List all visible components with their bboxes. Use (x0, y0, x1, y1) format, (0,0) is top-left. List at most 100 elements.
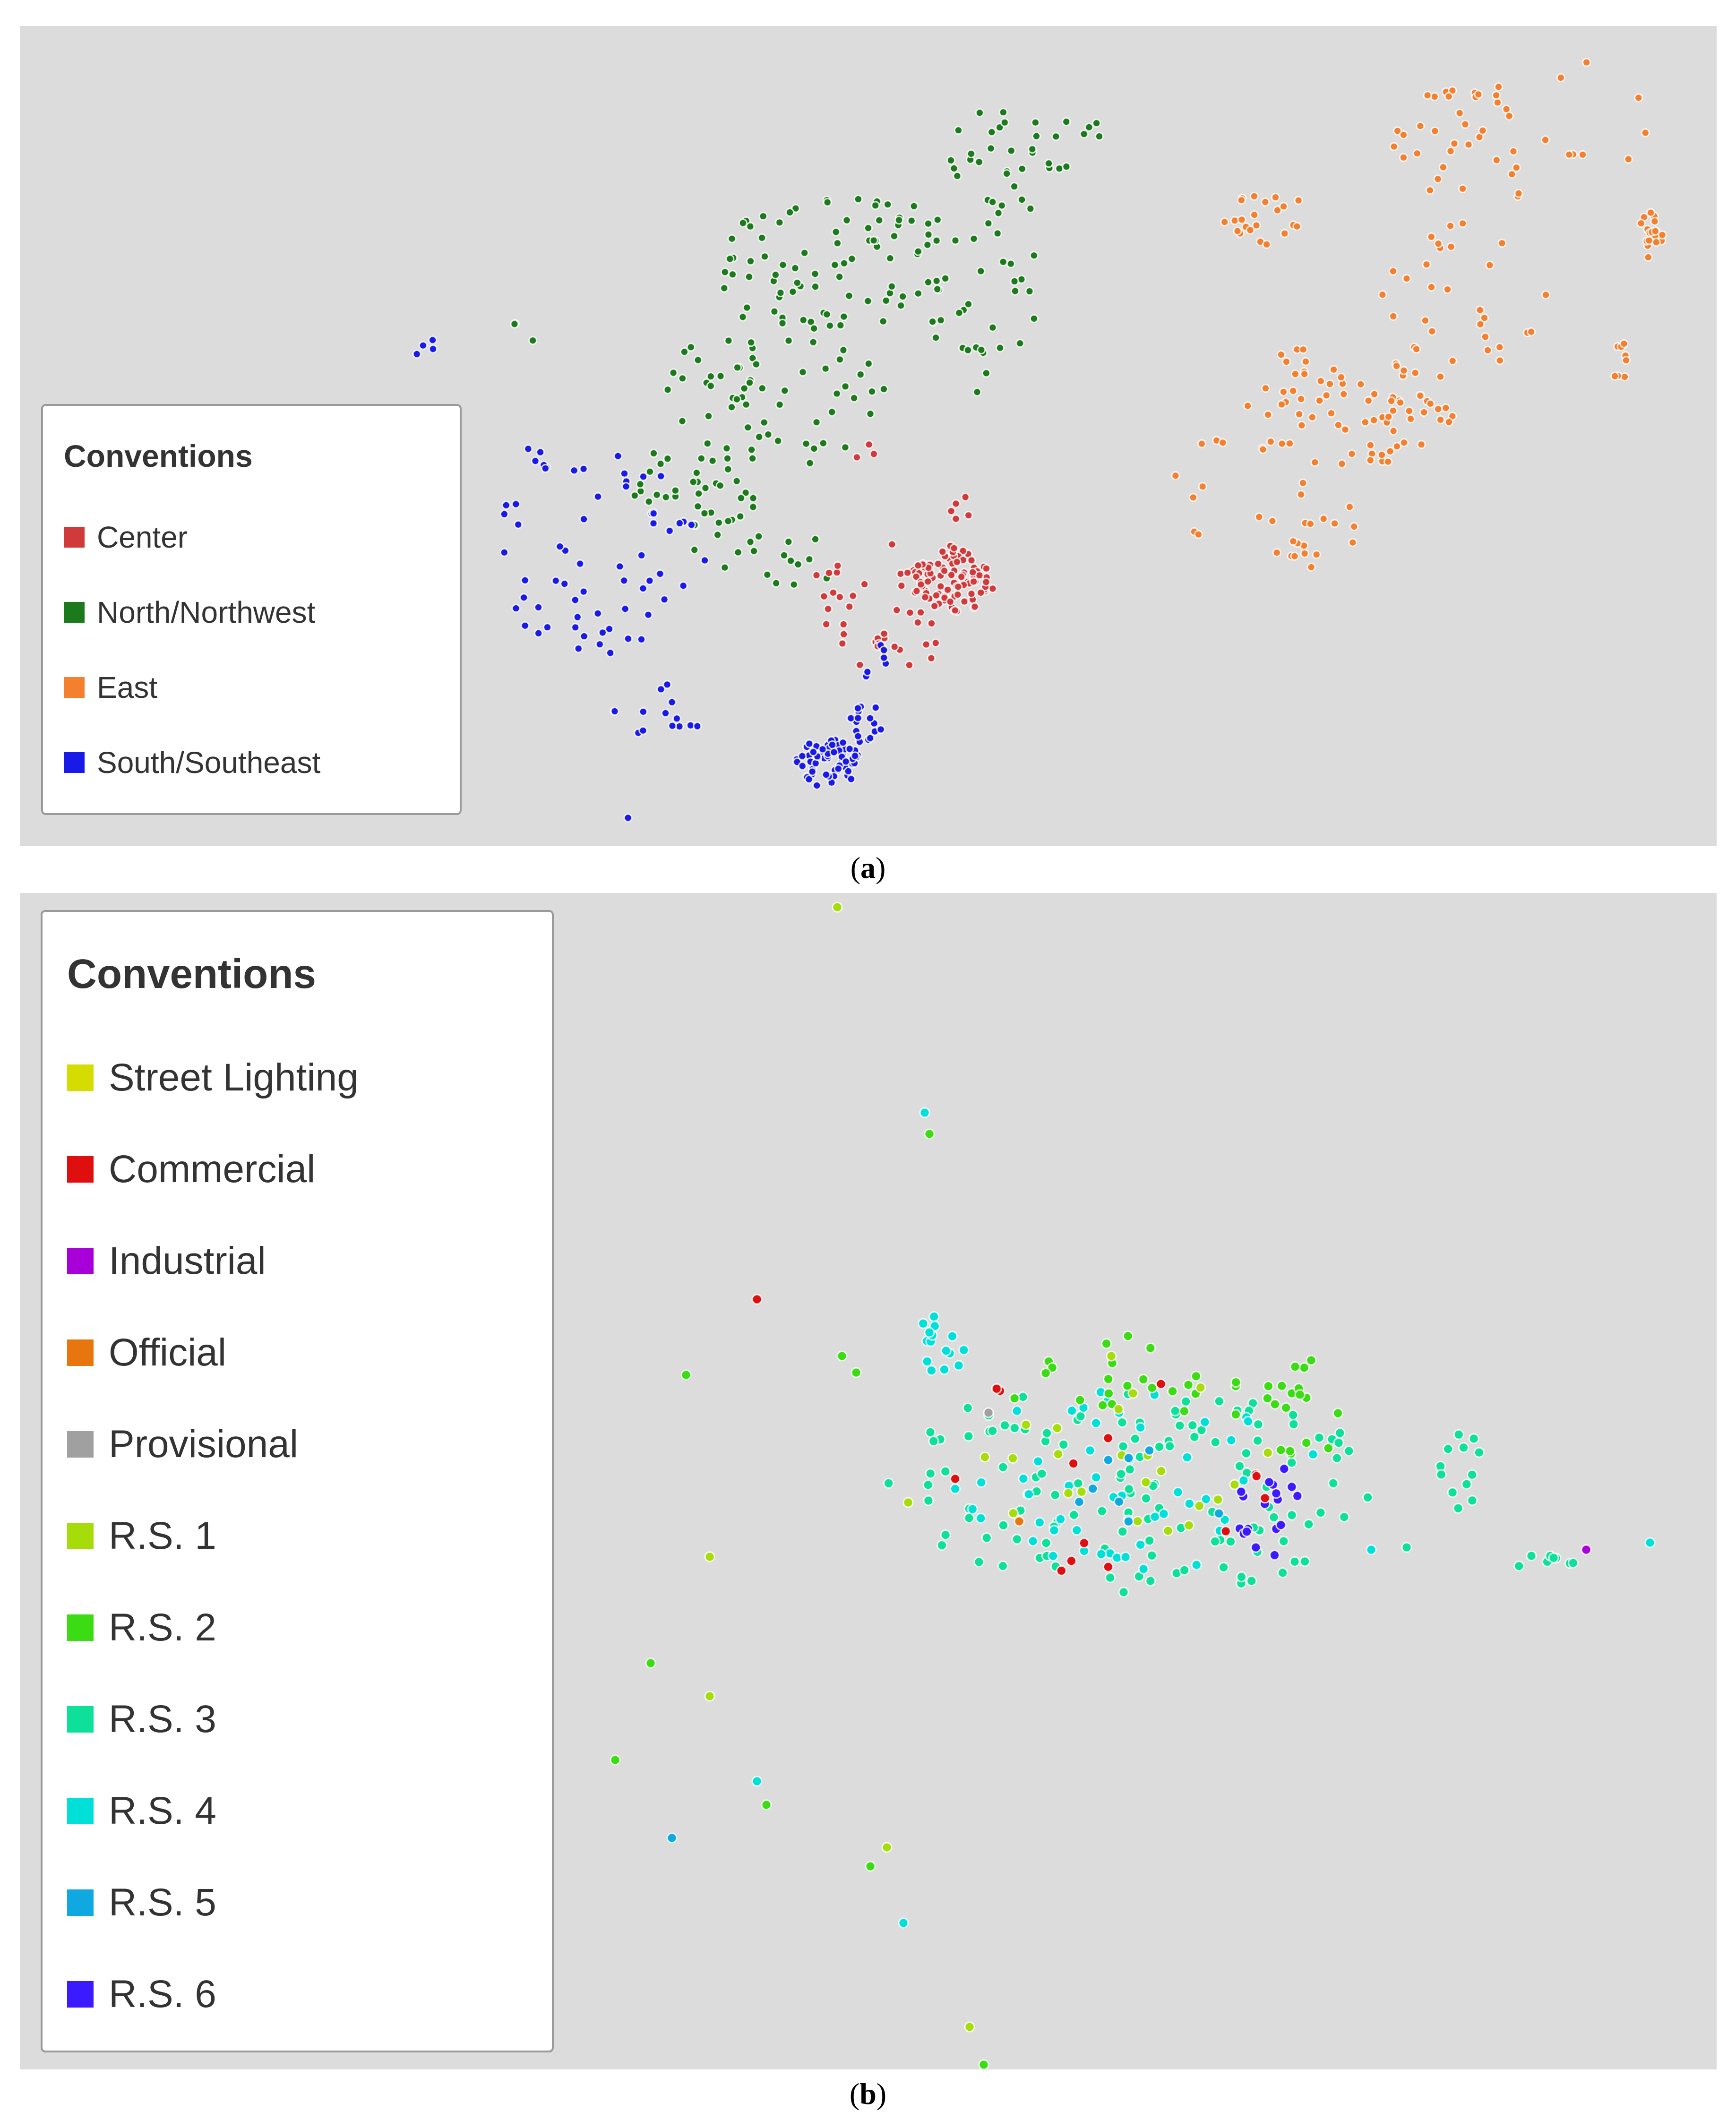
point-rs2 (1145, 1342, 1156, 1354)
region-south-southeast-point (579, 587, 588, 596)
region-north-northwest-point (909, 201, 919, 211)
region-center-point (964, 511, 973, 520)
point-rs1 (964, 2021, 975, 2033)
region-south-southeast-point (621, 482, 631, 491)
region-north-northwest-point (1092, 119, 1101, 128)
point-rs3 (1278, 1536, 1289, 1547)
region-east-point (1478, 126, 1487, 135)
region-north-northwest-point (1017, 164, 1027, 173)
region-east-point (1438, 163, 1448, 172)
region-east-point (1289, 537, 1298, 546)
region-north-northwest-point (818, 438, 828, 448)
point-rs3 (997, 1560, 1008, 1571)
point-com (1102, 1561, 1114, 1572)
region-north-northwest-point (733, 548, 743, 557)
region-south-southeast-point (620, 469, 629, 478)
point-rs2 (1040, 1367, 1051, 1379)
region-north-northwest-point (708, 456, 717, 465)
point-rs3 (1277, 1567, 1289, 1579)
point-rs2 (1230, 1377, 1242, 1388)
region-north-northwest-point (733, 363, 742, 372)
region-north-northwest-point (1079, 129, 1089, 139)
region-center-point (835, 592, 844, 602)
region-north-northwest-point (720, 283, 729, 293)
caption-letter: a (860, 851, 876, 884)
region-south-southeast-point (661, 708, 670, 718)
region-center-point (951, 514, 961, 524)
point-rs4 (950, 1483, 961, 1494)
region-east-point (1237, 196, 1246, 205)
region-east-point (1434, 239, 1443, 249)
region-north-northwest-point (751, 360, 761, 369)
point-rs3 (1401, 1542, 1412, 1553)
region-north-northwest-point (784, 336, 793, 345)
region-north-northwest-point (1062, 162, 1071, 172)
region-east-point (1624, 154, 1633, 164)
region-north-northwest-point (736, 512, 745, 521)
region-east-point (1298, 345, 1308, 354)
region-south-southeast-point (879, 653, 889, 662)
region-center-point (950, 606, 960, 615)
region-center-point (969, 577, 979, 586)
region-east-point (1527, 327, 1536, 336)
region-north-northwest-point (720, 267, 730, 277)
swatch-east (64, 677, 85, 698)
region-south-southeast-point (511, 499, 521, 509)
legend-item-rs-3: R.S. 3 (67, 1674, 552, 1765)
region-center-point (860, 580, 869, 589)
region-south-southeast-point (519, 593, 529, 602)
region-south-southeast-point (531, 456, 540, 466)
region-east-point (1276, 350, 1286, 360)
region-north-northwest-point (772, 578, 781, 588)
point-rs6 (1292, 1490, 1303, 1502)
legend-item-rs-2: R.S. 2 (67, 1582, 552, 1674)
point-rs3 (1154, 1441, 1165, 1452)
region-east-point (1294, 196, 1303, 205)
region-east-point (1444, 417, 1453, 427)
region-north-northwest-point (669, 368, 678, 378)
region-north-northwest-point (715, 481, 725, 490)
region-east-point (1337, 459, 1347, 469)
region-north-northwest-point (986, 144, 996, 153)
point-rs4 (1048, 1525, 1060, 1536)
point-rs2 (1281, 1402, 1292, 1413)
region-center-point (839, 629, 849, 639)
region-center-point (903, 568, 912, 577)
region-south-southeast-point (606, 648, 615, 658)
region-east-point (1329, 365, 1338, 374)
region-south-southeast-point (851, 751, 860, 761)
legend-label: Provisional (109, 1423, 299, 1466)
region-north-northwest-point (996, 343, 1005, 352)
legend-label: R.S. 3 (109, 1698, 216, 1741)
region-north-northwest-point (933, 215, 942, 224)
region-north-northwest-point (741, 400, 751, 409)
region-center-point (947, 570, 956, 580)
region-south-southeast-point (520, 621, 530, 630)
point-rs2 (1103, 1373, 1114, 1385)
region-east-point (1636, 219, 1646, 228)
region-center-point (953, 590, 963, 599)
region-south-southeast-point (524, 444, 533, 454)
point-rs3 (1288, 1418, 1299, 1430)
region-south-southeast-point (808, 747, 818, 757)
region-east-point (1272, 548, 1281, 558)
region-east-point (1316, 376, 1325, 386)
point-rs4 (1158, 1508, 1169, 1519)
legend-item-east: East (64, 650, 460, 725)
point-rs3 (1124, 1464, 1135, 1475)
region-east-point (1370, 389, 1379, 399)
region-east-point (1412, 344, 1421, 354)
region-north-northwest-point (792, 278, 802, 287)
region-north-northwest-point (832, 389, 842, 398)
point-rs4 (1084, 1445, 1096, 1456)
region-north-northwest-point (1062, 117, 1071, 127)
region-east-point (1458, 219, 1468, 228)
region-south-southeast-point (687, 520, 696, 530)
point-rs6 (1286, 1481, 1298, 1493)
point-rs3 (1246, 1575, 1257, 1587)
region-east-point (1658, 230, 1667, 240)
point-rs4 (1135, 1539, 1146, 1550)
region-center-point (833, 561, 842, 570)
region-south-southeast-point (571, 623, 580, 632)
legend-item-rs-6: R.S. 6 (67, 1948, 552, 2040)
